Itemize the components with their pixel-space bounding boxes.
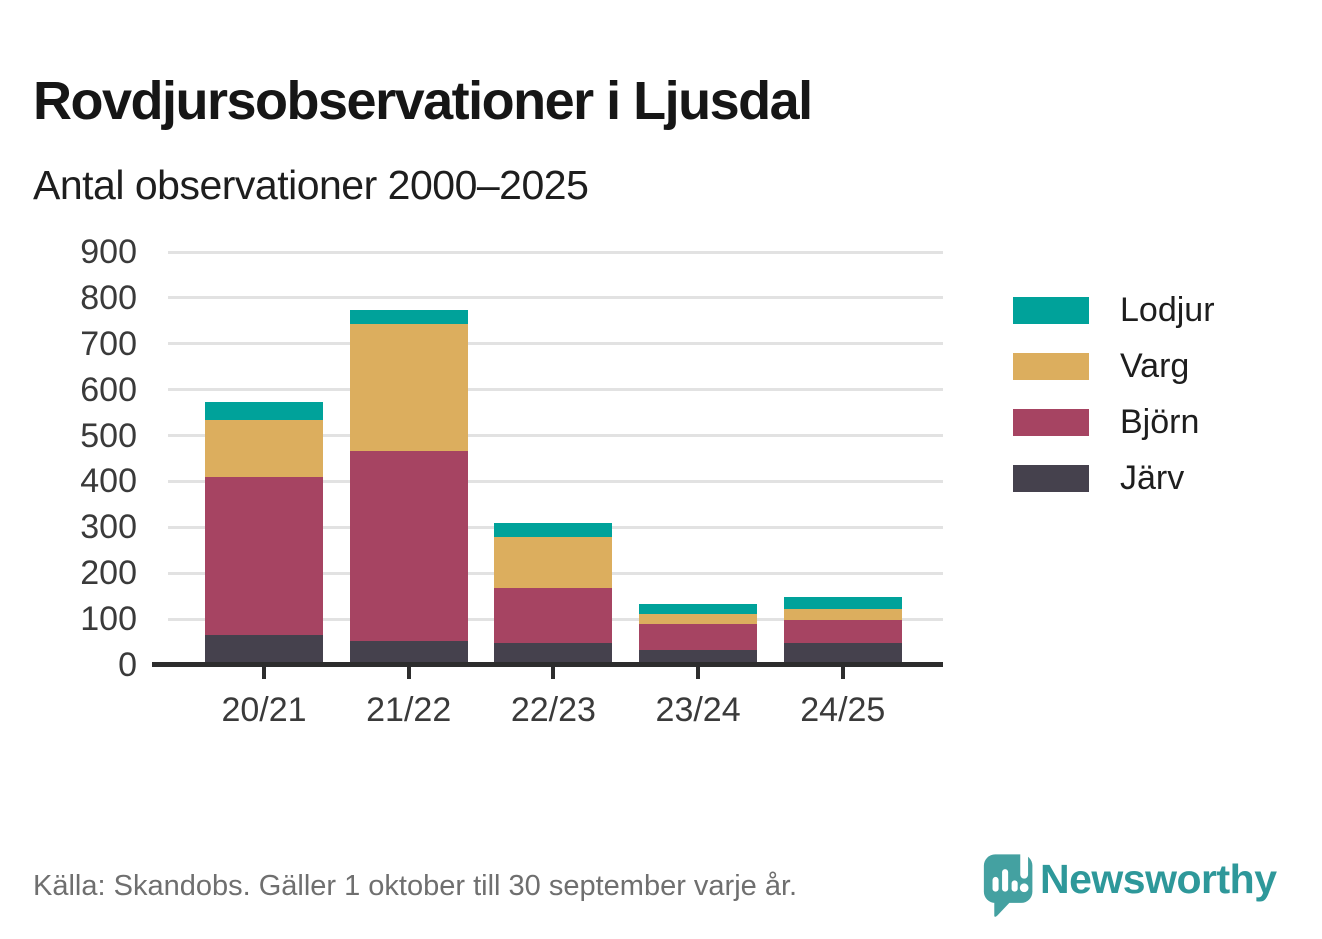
x-axis-tick — [262, 667, 266, 679]
bar-segment-järv — [349, 640, 468, 665]
y-tick-label: 200 — [80, 554, 137, 593]
y-tick-label: 600 — [80, 370, 137, 409]
x-axis-tick — [840, 667, 845, 679]
legend-label: Björn — [1120, 403, 1200, 441]
bar-segment-varg — [205, 420, 323, 477]
bar-segment-björn — [783, 620, 902, 643]
bar-segment-lodjur — [783, 597, 902, 609]
y-tick-label: 400 — [80, 462, 137, 501]
chart-subtitle: Antal observationer 2000–2025 — [33, 162, 589, 208]
gridline — [168, 296, 943, 300]
legend-label: Järv — [1120, 459, 1185, 497]
bar-segment-varg — [783, 609, 902, 620]
x-tick-label: 20/21 — [221, 691, 307, 729]
brand-name: Newsworthy — [1040, 856, 1277, 902]
bar-segment-varg — [639, 613, 758, 624]
x-tick-label: 23/24 — [655, 691, 741, 729]
bar-segment-järv — [783, 642, 902, 665]
bar-segment-järv — [494, 642, 613, 665]
gridline — [168, 250, 943, 254]
bar-segment-lodjur — [639, 603, 758, 614]
bar-segment-järv — [639, 650, 758, 665]
bar-segment-lodjur — [205, 401, 323, 421]
y-tick-label: 800 — [80, 278, 137, 317]
y-tick-label: 700 — [80, 324, 137, 363]
bar-segment-björn — [494, 588, 613, 643]
bar-segment-varg — [494, 537, 613, 589]
gridline — [168, 342, 943, 346]
x-tick-label: 22/23 — [510, 691, 596, 729]
x-tick-label: 21/22 — [366, 691, 452, 729]
bar-segment-björn — [639, 623, 758, 651]
page-title: Rovdjursobservationer i Ljusdal — [33, 71, 813, 132]
legend-swatch-lodjur — [1013, 296, 1089, 324]
legend-label: Lodjur — [1120, 291, 1215, 329]
bar-segment-björn — [349, 450, 468, 641]
legend-item: Järv — [1013, 461, 1215, 495]
legend-swatch-järv — [1013, 464, 1089, 492]
bar-segment-lodjur — [494, 522, 613, 538]
x-axis-line — [152, 662, 943, 667]
gridline — [168, 479, 943, 483]
legend-item: Björn — [1013, 405, 1215, 439]
x-tick-label: 24/25 — [800, 691, 886, 729]
gridline — [168, 388, 943, 392]
legend-swatch-björn — [1013, 408, 1089, 436]
legend-swatch-varg — [1013, 352, 1089, 380]
newsworthy-logo-icon — [983, 847, 1033, 917]
x-axis-tick — [696, 667, 701, 679]
y-tick-label: 100 — [80, 600, 137, 639]
legend-item: Lodjur — [1013, 293, 1215, 327]
y-tick-label: 900 — [80, 233, 137, 271]
bar-segment-järv — [205, 635, 323, 665]
legend-label: Varg — [1120, 347, 1190, 385]
bar-segment-lodjur — [349, 310, 468, 324]
chart-legend: Lodjur Varg Björn Järv — [1013, 293, 1215, 495]
y-tick-label: 300 — [80, 508, 137, 547]
bar-segment-varg — [349, 323, 468, 451]
y-tick-label: 0 — [118, 646, 137, 684]
gridline — [168, 434, 943, 438]
x-axis-tick — [551, 667, 556, 679]
source-note: Källa: Skandobs. Gäller 1 oktober till 3… — [33, 870, 798, 902]
bar-segment-björn — [205, 476, 323, 636]
newsworthy-brand: Newsworthy — [983, 845, 1277, 921]
legend-item: Varg — [1013, 349, 1215, 383]
x-axis-tick — [406, 667, 411, 679]
y-tick-label: 500 — [80, 416, 137, 455]
